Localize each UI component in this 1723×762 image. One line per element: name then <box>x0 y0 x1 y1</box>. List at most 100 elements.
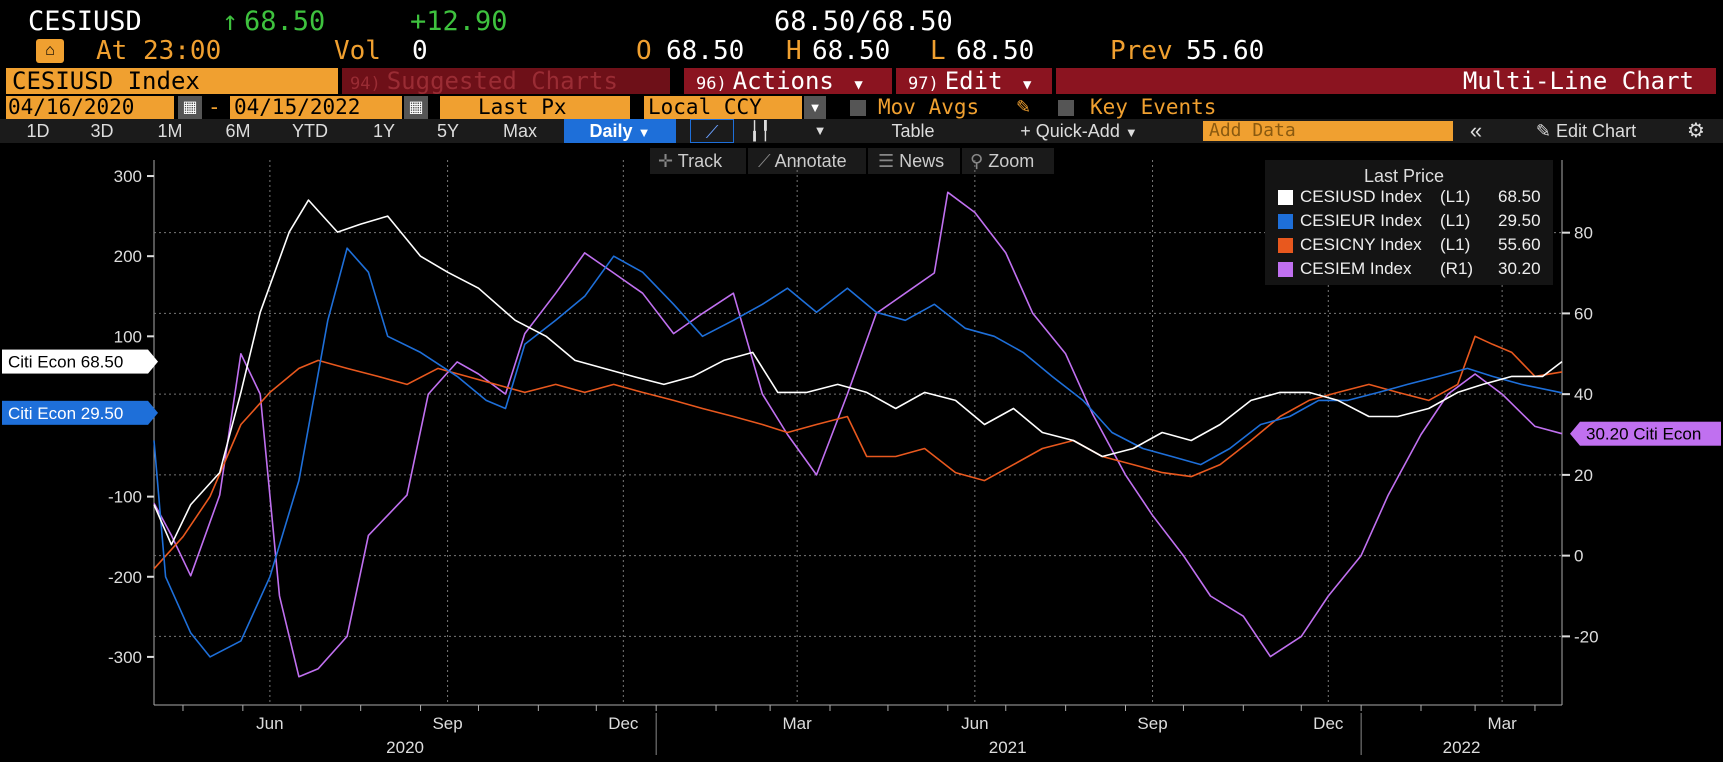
volume-label: Vol <box>334 36 381 66</box>
zoom-button[interactable]: ⚲ Zoom <box>962 148 1054 174</box>
quick-add-button[interactable]: + Quick-Add ▼ <box>1020 121 1138 141</box>
field-select[interactable]: Last Px <box>440 96 630 119</box>
month-tick-label: Dec <box>608 714 639 733</box>
series-line-cesiusd <box>153 199 1563 546</box>
track-button[interactable]: ✛ Track <box>650 148 746 174</box>
bar-chart-icon[interactable]: ╽╿ <box>749 121 771 141</box>
month-tick-label: Dec <box>1313 714 1344 733</box>
legend-name-cesiusd: CESIUSD Index <box>1300 187 1422 206</box>
legend-value-cesieur: 29.50 <box>1498 211 1541 230</box>
frequency-select[interactable]: Daily ▼ <box>564 119 676 143</box>
legend-name-cesiem: CESIEM Index <box>1300 259 1412 278</box>
left-tick-label: -200 <box>108 568 142 587</box>
series-line-cesicny <box>153 335 1563 570</box>
zoom-icon: ⚲ <box>970 151 984 171</box>
series-line-cesieur <box>153 247 1563 658</box>
value-tag-cesiem-pointer <box>1570 421 1580 446</box>
right-tick-label: 0 <box>1574 547 1583 566</box>
dropdown-arrow-icon: ▼ <box>1124 125 1138 140</box>
security-field[interactable]: CESIUSD Index <box>6 68 338 94</box>
gear-icon[interactable]: ⚙ <box>1687 120 1705 142</box>
right-tick-label: 80 <box>1574 224 1593 243</box>
left-tick-label: -100 <box>108 488 142 507</box>
speedometer-icon[interactable]: ⌂ <box>36 39 64 63</box>
period-max-button[interactable]: Max <box>502 121 537 141</box>
up-arrow-icon: ↑ <box>222 6 239 37</box>
pencil-icon: ✎ <box>1535 121 1552 141</box>
left-tick-label: 300 <box>114 167 142 186</box>
right-tick-label: 60 <box>1574 304 1593 323</box>
year-label: 2021 <box>989 738 1027 757</box>
news-button[interactable]: ☰ News <box>868 148 960 174</box>
legend-name-cesieur: CESIEUR Index <box>1300 211 1422 230</box>
period-3d-button[interactable]: 3D <box>90 121 114 141</box>
month-tick-label: Sep <box>432 714 462 733</box>
crosshair-icon: ✛ <box>658 151 674 171</box>
key-events-checkbox[interactable] <box>1058 100 1074 116</box>
legend-axis-cesicny: (L1) <box>1440 235 1471 254</box>
suggested-charts-button[interactable]: 94) Suggested Charts <box>342 68 670 94</box>
period-1y-button[interactable]: 1Y <box>372 121 396 141</box>
year-label: 2022 <box>1443 738 1481 757</box>
value-tag-cesiem: 30.20 Citi Econ <box>1586 425 1701 444</box>
dropdown-arrow-icon: ▼ <box>1022 77 1032 93</box>
key-events-label: Key Events <box>1090 95 1217 119</box>
mov-avgs-checkbox[interactable] <box>850 100 866 116</box>
legend-axis-cesieur: (L1) <box>1440 211 1471 230</box>
currency-select[interactable]: Local CCY <box>644 96 802 119</box>
collapse-button[interactable]: « <box>1469 118 1483 143</box>
legend-value-cesiusd: 68.50 <box>1498 187 1541 206</box>
period-ytd-button[interactable]: YTD <box>292 121 328 141</box>
start-date-input[interactable]: 04/16/2020 <box>6 96 174 119</box>
table-button[interactable]: Table <box>891 121 935 141</box>
actions-menu[interactable]: 96) Actions ▼ <box>684 68 892 94</box>
legend-swatch-cesieur <box>1278 214 1293 229</box>
dropdown-arrow-icon: ▼ <box>637 125 651 140</box>
legend-title: Last Price <box>1364 166 1445 186</box>
dropdown-arrow-icon[interactable]: ▼ <box>813 123 827 138</box>
prev-label: Prev <box>1110 36 1173 66</box>
legend-axis-cesiusd: (L1) <box>1440 187 1471 206</box>
prev-value: 55.60 <box>1186 36 1265 66</box>
security-name: CESIUSD Index <box>12 67 200 95</box>
calendar-icon[interactable]: ▦ <box>404 96 428 119</box>
add-data-input[interactable]: Add Data <box>1203 121 1453 141</box>
month-tick-label: Sep <box>1137 714 1167 733</box>
edit-menu[interactable]: 97) Edit ▼ <box>896 68 1052 94</box>
annotate-button[interactable]: ⟋ Annotate <box>748 148 866 174</box>
right-tick-label: 20 <box>1574 466 1593 485</box>
value-tag-cesieur-pointer <box>148 400 158 425</box>
pencil-icon[interactable]: ✎ <box>1016 97 1032 117</box>
bid-ask: 68.50/68.50 <box>774 6 953 37</box>
calendar-icon[interactable]: ▦ <box>178 96 202 119</box>
edit-chart-button[interactable]: ✎ Edit Chart <box>1535 121 1637 141</box>
right-tick-label: 40 <box>1574 385 1593 404</box>
low-label: L <box>930 36 946 66</box>
right-tick-label: -20 <box>1574 627 1599 646</box>
line-chart-icon[interactable]: ⟋ <box>690 119 734 143</box>
left-tick-label: 100 <box>114 327 142 346</box>
period-6m-button[interactable]: 6M <box>225 121 251 141</box>
period-1m-button[interactable]: 1M <box>157 121 183 141</box>
value-tag-cesieur: Citi Econ 29.50 <box>8 404 123 423</box>
dropdown-arrow-icon[interactable]: ▼ <box>804 96 826 119</box>
series-line-cesiem <box>153 191 1563 678</box>
period-1d-button[interactable]: 1D <box>26 121 50 141</box>
legend-swatch-cesicny <box>1278 238 1293 253</box>
last-price: 68.50 <box>244 6 326 37</box>
period-5y-button[interactable]: 5Y <box>436 121 460 141</box>
legend-swatch-cesiem <box>1278 262 1293 277</box>
value-tag-cesiem-bg <box>1580 421 1721 446</box>
open-label: O <box>636 36 652 66</box>
legend-name-cesicny: CESICNY Index <box>1300 235 1422 254</box>
value-tag-cesiusd-bg <box>2 349 148 374</box>
month-tick-label: Jun <box>256 714 283 733</box>
volume-value: 0 <box>412 36 428 66</box>
time-label: At 23:00 <box>96 36 222 66</box>
date-separator: - <box>208 95 221 119</box>
end-date-input[interactable]: 04/15/2022 <box>230 96 402 119</box>
news-icon: ☰ <box>878 151 895 171</box>
legend-value-cesiem: 30.20 <box>1498 259 1541 278</box>
net-change: +12.90 <box>410 6 508 37</box>
